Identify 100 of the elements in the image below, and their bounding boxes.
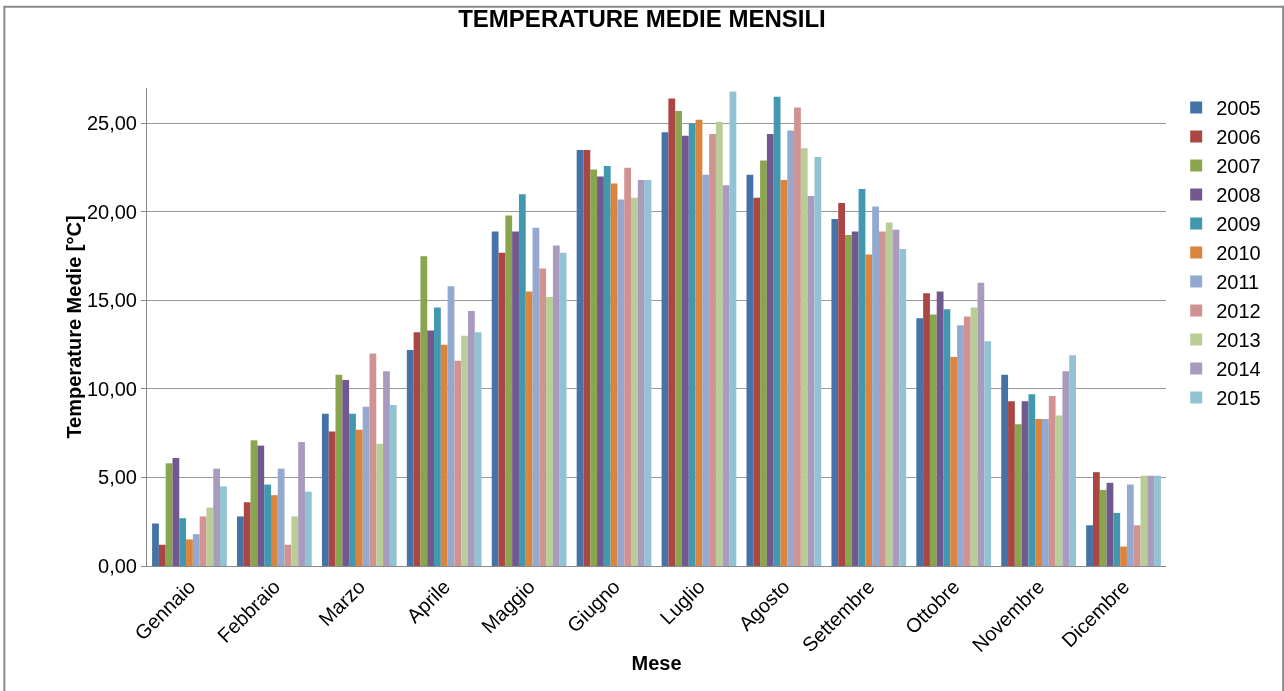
bar — [369, 353, 377, 566]
bar — [814, 157, 822, 566]
bar — [172, 458, 180, 566]
bar — [1099, 489, 1107, 566]
bar — [885, 222, 893, 566]
bar — [237, 516, 244, 566]
y-tick-label: 20,00 — [86, 200, 137, 223]
bar — [1154, 475, 1161, 566]
bar — [838, 203, 846, 566]
bar — [597, 176, 604, 566]
x-axis-title: Mese — [631, 651, 682, 674]
bar — [1086, 525, 1093, 566]
y-tick-label: 10,00 — [86, 377, 137, 400]
legend-label: 2011 — [1216, 271, 1260, 294]
bar — [328, 431, 336, 566]
bar — [291, 516, 299, 566]
legend-label: 2013 — [1216, 329, 1261, 352]
bar — [546, 296, 553, 566]
bar — [1001, 374, 1009, 566]
bar — [929, 314, 937, 566]
bar — [420, 256, 428, 566]
bar — [525, 291, 533, 566]
bar — [831, 219, 839, 566]
bar — [899, 249, 907, 566]
bar — [1147, 475, 1155, 566]
bar — [760, 160, 767, 566]
bar — [304, 491, 312, 566]
bar — [1014, 424, 1022, 566]
bar — [583, 149, 591, 566]
bar — [406, 350, 414, 566]
bar — [957, 325, 964, 566]
bar — [936, 291, 944, 566]
bar — [865, 254, 873, 566]
bar — [355, 429, 363, 566]
bar — [753, 197, 761, 566]
bar — [349, 413, 356, 566]
bar — [1035, 419, 1043, 566]
bar — [709, 134, 716, 566]
bar — [440, 344, 448, 566]
bar — [1069, 355, 1076, 566]
y-axis-title: Temperature Medie [°C] — [62, 215, 85, 439]
bar — [800, 148, 808, 566]
bar — [552, 245, 560, 566]
bar — [389, 404, 397, 566]
bar — [270, 495, 278, 566]
bar — [342, 380, 350, 566]
bar — [505, 215, 513, 566]
bar — [916, 318, 924, 566]
bar — [461, 335, 468, 566]
legend-label: 2012 — [1216, 300, 1261, 323]
bar — [950, 357, 958, 566]
bar — [794, 107, 801, 566]
bar — [1008, 401, 1015, 566]
bar — [321, 413, 329, 566]
bar — [845, 234, 852, 566]
bar — [1028, 394, 1036, 566]
bar — [192, 534, 200, 566]
bar — [491, 231, 499, 566]
bar — [631, 197, 638, 566]
bar — [1133, 525, 1141, 566]
bar — [243, 502, 251, 566]
bar — [787, 130, 795, 566]
bar — [474, 332, 482, 566]
bar — [186, 539, 193, 566]
bar — [427, 330, 435, 566]
bar — [1120, 546, 1127, 566]
legend-label: 2005 — [1216, 97, 1261, 120]
bar — [766, 134, 774, 566]
bar — [617, 199, 625, 566]
bar — [722, 185, 730, 566]
chart-title: TEMPERATURE MEDIE MENSILI — [458, 5, 826, 33]
bar — [518, 194, 526, 566]
bar — [1113, 512, 1121, 566]
bar — [213, 468, 221, 566]
bar — [977, 282, 985, 566]
legend-label: 2007 — [1216, 155, 1261, 178]
bar — [383, 371, 390, 566]
bar — [923, 293, 930, 566]
legend-label: 2015 — [1216, 387, 1261, 410]
bar — [434, 307, 441, 566]
bar — [1042, 419, 1049, 566]
bar — [675, 111, 682, 566]
y-tick-label: 15,00 — [86, 289, 137, 312]
legend-label: 2014 — [1216, 358, 1261, 381]
bar — [984, 341, 992, 566]
bar — [467, 311, 475, 566]
bar — [624, 167, 632, 566]
legend-label: 2010 — [1216, 242, 1261, 265]
bar — [1048, 396, 1056, 566]
bar — [277, 468, 285, 566]
bar — [878, 231, 886, 566]
bar — [702, 174, 710, 566]
legend-label: 2009 — [1216, 213, 1261, 236]
bar — [780, 180, 788, 566]
bar — [681, 135, 689, 566]
bar — [715, 121, 723, 566]
bar — [298, 442, 305, 566]
bar — [872, 206, 879, 566]
bar — [206, 507, 214, 566]
bar — [454, 360, 462, 566]
